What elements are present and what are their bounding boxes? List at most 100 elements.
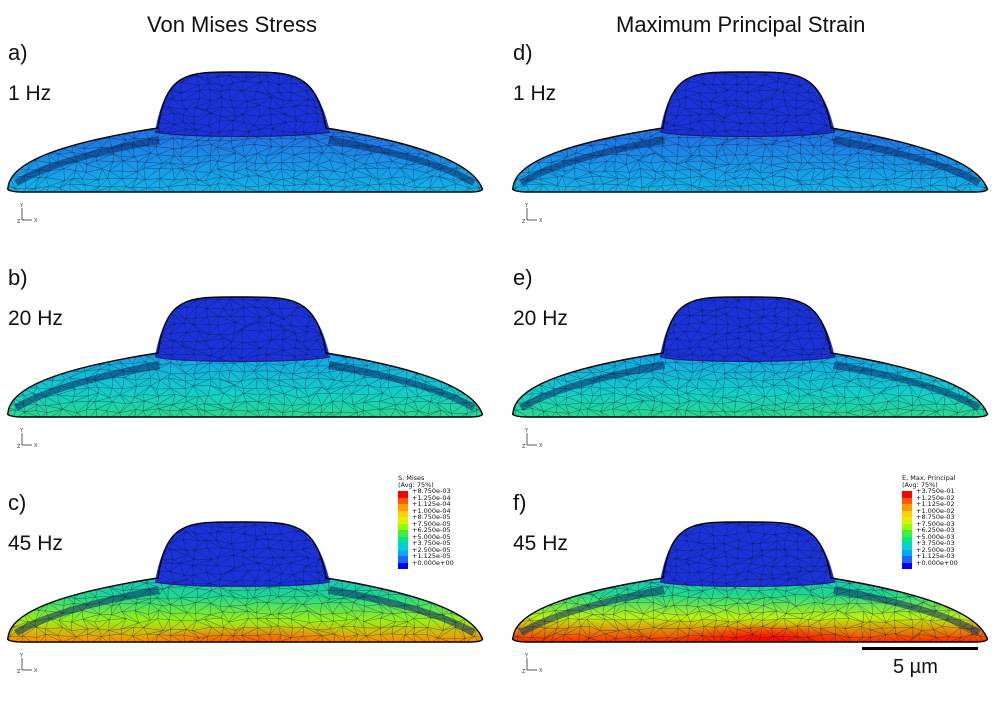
legend-value: +1.250e-02: [916, 493, 955, 502]
legend-swatch: [398, 562, 408, 569]
frequency-label: 45 Hz: [513, 532, 568, 555]
triad-z-label: Z: [522, 669, 526, 675]
legend-swatch: [902, 556, 912, 563]
legend-swatch: [902, 504, 912, 511]
panel-label: f): [513, 490, 527, 515]
triad-y-label: Y: [19, 653, 24, 659]
triad-y-label: Y: [524, 653, 529, 659]
coordinate-triad-icon: Y Z X: [522, 203, 543, 225]
triad-x-label: X: [539, 443, 543, 449]
coordinate-triad-icon: Y Z X: [17, 653, 38, 675]
panel-label: d): [513, 40, 533, 65]
triad-x-label: X: [34, 218, 38, 224]
legend-swatch: [398, 491, 408, 498]
membrane-mesh-shape: [511, 71, 989, 193]
legend-color-bar: [398, 491, 408, 569]
column-title-strain: Maximum Principal Strain: [616, 12, 866, 37]
legend-stress: S, Mises (Avg: 75%) +8.750e-03 +1.250e-04…: [398, 474, 454, 569]
triad-x-label: X: [34, 443, 38, 449]
scale-bar: [862, 647, 978, 650]
legend-averaging: (Avg: 75%): [398, 480, 434, 489]
legend-title: S, Mises: [398, 474, 425, 482]
coordinate-triad-icon: Y Z X: [17, 203, 38, 225]
legend-value: +5.000e-05: [412, 532, 451, 541]
frequency-label: 1 Hz: [8, 82, 52, 105]
membrane-mesh-shape: [6, 521, 484, 643]
panel-label: b): [8, 265, 28, 290]
legend-values: +3.750e-01 +1.250e-02 +1.125e-02 +1.000e-02…: [916, 488, 958, 566]
legend-value: +6.250e-05: [412, 526, 451, 534]
panel-a: a) 1 Hz Y Z X: [0, 40, 490, 265]
legend-value: +1.250e-04: [412, 493, 451, 502]
legend-swatch: [398, 556, 408, 563]
legend-swatch: [902, 549, 912, 556]
scale-bar-label: 5 µm: [893, 656, 938, 678]
legend-swatch: [902, 562, 912, 569]
triad-z-label: Z: [17, 444, 21, 450]
legend-value: +1.125e-05: [412, 552, 451, 560]
legend-value: +1.000e-02: [916, 506, 955, 515]
triad-x-label: X: [34, 668, 38, 674]
triad-y-label: Y: [524, 203, 529, 209]
legend-value: +3.750e-05: [412, 539, 451, 547]
legend-value: +5.000e-03: [916, 532, 955, 541]
triad-z-label: Z: [17, 669, 21, 675]
triad-y-label: Y: [524, 428, 529, 434]
panel-label: e): [513, 265, 533, 290]
legend-averaging: (Avg: 75%): [902, 480, 938, 489]
legend-title: E, Max. Principal: [902, 474, 956, 482]
frequency-label: 20 Hz: [8, 307, 63, 330]
panel-f: f) 45 Hz Y Z X: [505, 490, 995, 715]
panel-label: c): [8, 490, 27, 515]
frequency-label: 20 Hz: [513, 307, 568, 330]
legend-value: +2.500e-05: [412, 545, 451, 554]
triad-x-label: X: [539, 218, 543, 224]
legend-swatch: [398, 536, 408, 543]
legend-swatch: [902, 543, 912, 550]
legend-value: +1.125e-04: [412, 500, 451, 508]
column-title-stress: Von Mises Stress: [147, 12, 317, 37]
legend-values: +8.750e-03 +1.250e-04 +1.125e-04 +1.000e-04…: [412, 488, 454, 566]
frequency-label: 45 Hz: [8, 532, 63, 555]
membrane-mesh-shape: [511, 521, 989, 643]
membrane-mesh-shape: [6, 71, 484, 193]
panel-e: e) 20 Hz Y Z X: [505, 265, 995, 490]
coordinate-triad-icon: Y Z X: [522, 428, 543, 450]
legend-value: +0.000e+00: [916, 558, 958, 567]
legend-swatch: [902, 530, 912, 537]
triad-z-label: Z: [17, 219, 21, 225]
legend-swatch: [902, 536, 912, 543]
legend-value: +1.000e-04: [412, 506, 451, 515]
legend-value: +7.500e-03: [916, 519, 955, 528]
panel-label: a): [8, 40, 28, 65]
triad-x-label: X: [539, 668, 543, 674]
legend-value: +2.500e-03: [916, 545, 955, 554]
legend-value: +8.750e-03: [412, 487, 451, 495]
frequency-label: 1 Hz: [513, 82, 557, 105]
legend-swatch: [398, 523, 408, 530]
legend-swatch: [902, 510, 912, 517]
legend-value: +8.750e-05: [412, 513, 451, 521]
legend-swatch: [398, 549, 408, 556]
panel-c: c) 45 Hz Y Z X: [0, 490, 490, 715]
legend-color-bar: [902, 491, 912, 569]
membrane-mesh-shape: [6, 296, 484, 418]
legend-swatch: [398, 530, 408, 537]
coordinate-triad-icon: Y Z X: [522, 653, 543, 675]
triad-y-label: Y: [19, 203, 24, 209]
legend-swatch: [398, 504, 408, 511]
triad-z-label: Z: [522, 444, 526, 450]
legend-value: +0.000e+00: [412, 558, 454, 567]
panel-d: d) 1 Hz Y Z X: [505, 40, 995, 265]
legend-swatch: [398, 543, 408, 550]
coordinate-triad-icon: Y Z X: [17, 428, 38, 450]
triad-z-label: Z: [522, 219, 526, 225]
legend-swatch: [398, 497, 408, 504]
legend-swatch: [398, 510, 408, 517]
legend-swatch: [398, 517, 408, 524]
membrane-mesh-shape: [511, 296, 989, 418]
legend-value: +8.750e-03: [916, 513, 955, 521]
panel-b: b) 20 Hz Y Z X: [0, 265, 490, 490]
legend-swatch: [902, 523, 912, 530]
legend-swatch: [902, 491, 912, 498]
